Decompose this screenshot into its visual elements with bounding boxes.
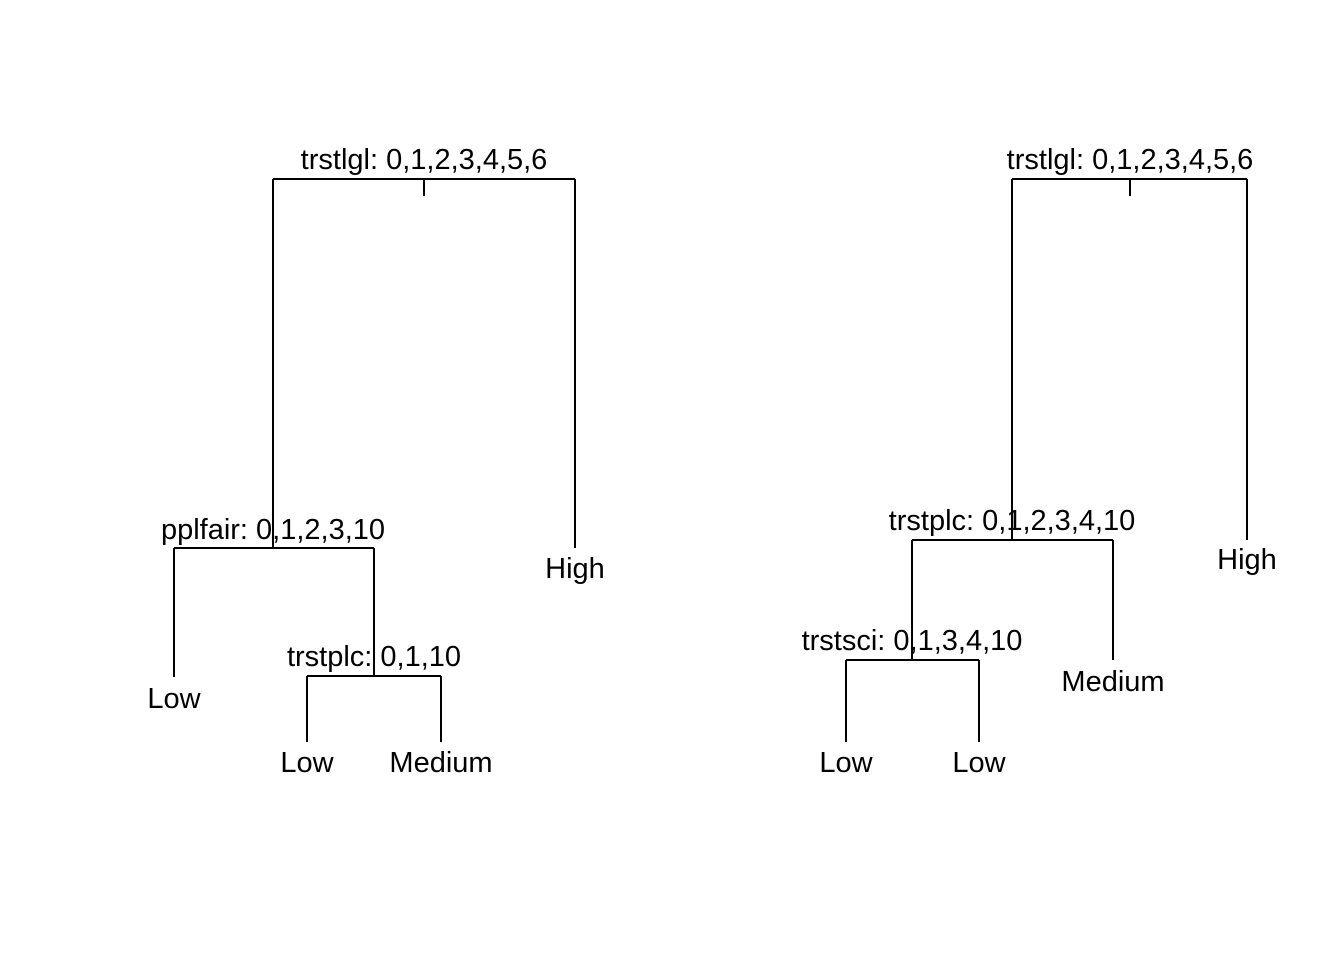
right-root-split-label: trstlgl: 0,1,2,3,4,5,6	[1007, 144, 1254, 176]
left-leaf-high: High	[545, 553, 605, 585]
left-node3-split-label: trstplc: 0,1,10	[287, 641, 461, 673]
left-root-split-label: trstlgl: 0,1,2,3,4,5,6	[301, 144, 548, 176]
right-node3-split-label: trstsci: 0,1,3,4,10	[802, 625, 1023, 657]
right-leaf-low-2: Low	[952, 747, 1006, 779]
right-leaf-high: High	[1217, 544, 1277, 576]
left-leaf-low-2: Low	[280, 747, 334, 779]
right-node2-split-label: trstplc: 0,1,2,3,4,10	[889, 505, 1136, 537]
right-tree: trstlgl: 0,1,2,3,4,5,6 trstplc: 0,1,2,3,…	[802, 144, 1277, 779]
left-tree: trstlgl: 0,1,2,3,4,5,6 pplfair: 0,1,2,3,…	[147, 144, 604, 779]
left-leaf-low-1: Low	[147, 683, 201, 715]
left-node2-split-label: pplfair: 0,1,2,3,10	[161, 514, 385, 546]
right-leaf-low-1: Low	[819, 747, 873, 779]
left-leaf-medium: Medium	[389, 747, 492, 779]
right-leaf-medium: Medium	[1061, 666, 1164, 698]
